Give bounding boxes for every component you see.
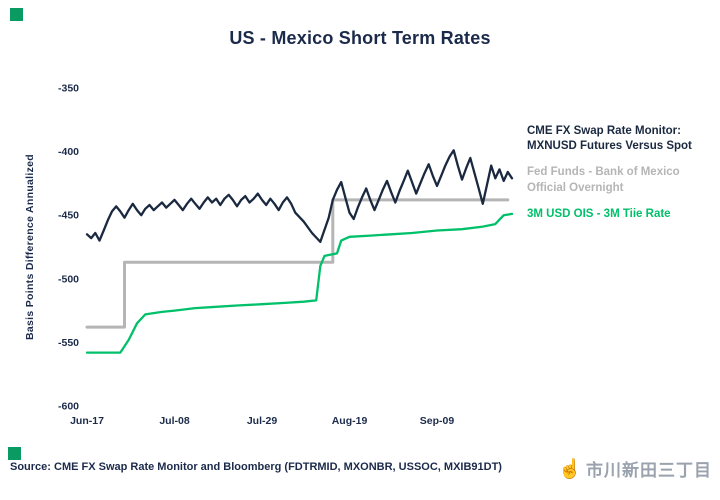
decor-square-top: [10, 8, 23, 21]
y-tick-label: -550: [58, 337, 79, 349]
x-tick-label: Aug-19: [332, 415, 368, 427]
y-tick-label: -400: [58, 146, 79, 158]
legend-item-fed-funds-banxico: Fed Funds - Bank of Mexico Official Over…: [527, 166, 680, 194]
pointing-hand-icon: ☝: [558, 458, 583, 480]
y-tick-label: -350: [58, 83, 79, 95]
y-tick-label: -450: [58, 210, 79, 222]
y-tick-label: -500: [58, 273, 79, 285]
x-tick-label: Jul-08: [159, 415, 190, 427]
x-tick-label: Jun-17: [70, 415, 104, 427]
watermark-text: 市川新田三丁目: [586, 461, 712, 480]
series-line-1: [85, 198, 510, 329]
series-line-2: [85, 212, 514, 354]
legend: CME FX Swap Rate Monitor: MXNUSD Futures…: [527, 124, 715, 233]
x-tick-label: Sep-09: [420, 415, 455, 427]
watermark: ☝ 市川新田三丁目: [558, 456, 712, 481]
legend-item-mxnusd-futures: CME FX Swap Rate Monitor: MXNUSD Futures…: [527, 125, 692, 153]
series-line-0: [85, 149, 514, 244]
source-note: Source: CME FX Swap Rate Monitor and Blo…: [10, 461, 502, 473]
decor-square-bottom: [8, 447, 21, 460]
x-tick-label: Jul-29: [247, 415, 278, 427]
legend-item-3m-ois-tiie: 3M USD OIS - 3M Tiie Rate: [527, 207, 671, 220]
chart-title: US - Mexico Short Term Rates: [229, 28, 491, 48]
y-tick-label: -600: [58, 401, 79, 413]
